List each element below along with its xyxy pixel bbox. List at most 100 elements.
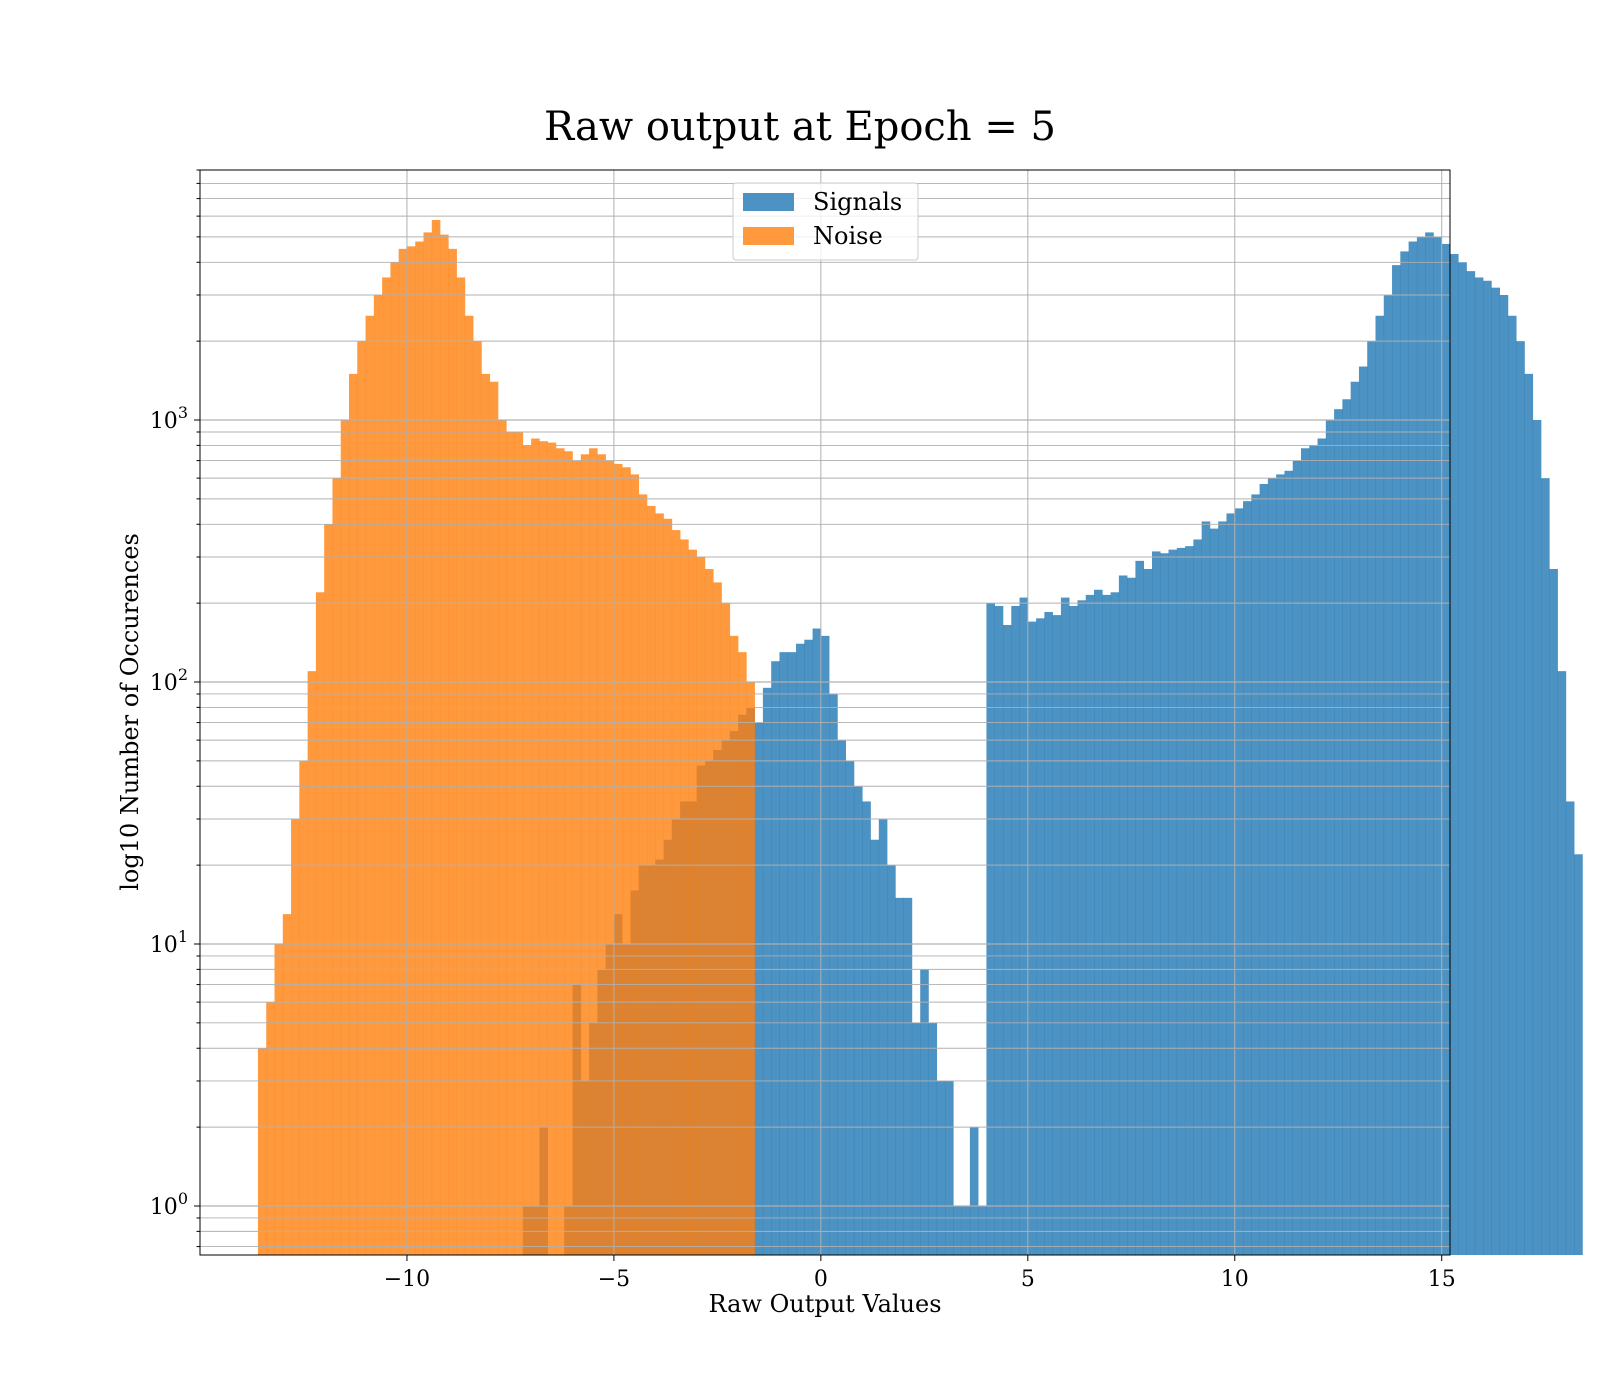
bar-signals: [1060, 597, 1070, 1255]
bar-signals: [1425, 232, 1434, 1256]
bar-signals: [1085, 594, 1095, 1255]
bar-signals: [1143, 568, 1153, 1255]
bar-noise: [332, 478, 342, 1255]
bar-signals: [1151, 551, 1161, 1255]
bar-signals: [1094, 589, 1103, 1255]
plot-frame: [199, 169, 1451, 1256]
bar-signals: [1019, 597, 1029, 1255]
bar-noise: [257, 1048, 267, 1255]
bar-signals: [903, 897, 913, 1255]
bar-noise: [415, 241, 424, 1255]
bar-signals: [895, 897, 904, 1255]
bar-noise: [291, 818, 300, 1255]
bar-signals: [1077, 600, 1087, 1255]
x-tick-label: 10: [1221, 1267, 1249, 1292]
bar-signals: [953, 1205, 962, 1255]
bar-signals: [1309, 445, 1318, 1255]
bar-noise: [572, 460, 582, 1256]
bar-noise: [440, 234, 449, 1255]
x-tick-label: 0: [814, 1267, 828, 1292]
bar-noise: [324, 524, 333, 1255]
bar-signals: [1466, 271, 1476, 1255]
bar-signals: [961, 1205, 971, 1255]
bar-signals: [1027, 621, 1037, 1255]
bar-noise: [555, 448, 565, 1255]
bar-signals: [1300, 448, 1310, 1255]
bar-noise: [431, 219, 441, 1256]
bar-signals: [1375, 315, 1385, 1255]
bar-signals: [1350, 381, 1360, 1256]
bar-noise: [340, 420, 350, 1255]
bar-noise: [539, 441, 548, 1256]
bar-signals: [1400, 251, 1409, 1256]
bar-signals: [1317, 438, 1327, 1255]
bar-signals: [1516, 341, 1525, 1255]
bar-signals: [771, 661, 780, 1255]
bar-signals: [928, 1022, 938, 1255]
bar-signals: [870, 839, 880, 1255]
bar-noise: [315, 592, 325, 1255]
bar-signals: [812, 628, 822, 1255]
x-tick-label: 5: [1021, 1267, 1035, 1292]
bar-signals: [1524, 373, 1534, 1255]
bar-signals: [911, 1022, 921, 1255]
bar-signals: [1532, 420, 1542, 1255]
bar-noise: [547, 442, 557, 1256]
bar-noise: [464, 315, 474, 1255]
bar-noise: [365, 315, 375, 1255]
bar-signals: [1160, 553, 1169, 1255]
bar-signals: [820, 635, 830, 1255]
bar-noise: [597, 454, 606, 1255]
bar-signals: [1549, 568, 1558, 1255]
bar-signals: [986, 603, 995, 1255]
bar-noise: [274, 943, 284, 1255]
bar-noise: [522, 445, 532, 1255]
y-tick-label: 101: [150, 927, 188, 958]
x-tick-label: −10: [384, 1267, 430, 1292]
bar-noise: [349, 373, 358, 1255]
bar-signals: [1102, 594, 1111, 1255]
bar-signals: [862, 801, 871, 1255]
bar-signals: [1557, 671, 1567, 1255]
bar-signals: [1433, 236, 1443, 1255]
bar-signals: [936, 1080, 946, 1255]
bar-signals: [1036, 618, 1045, 1255]
bar-signals: [1127, 577, 1136, 1255]
y-axis-label: log10 Number of Occurences: [116, 533, 144, 891]
bar-signals: [1185, 546, 1194, 1255]
bar-noise: [473, 341, 482, 1255]
bar-noise: [456, 277, 466, 1256]
bar-noise: [398, 248, 408, 1255]
bar-noise: [564, 451, 573, 1256]
bar-signals: [845, 760, 855, 1255]
bar-signals: [945, 1080, 954, 1255]
bar-noise: [721, 603, 731, 1255]
ticks-layer: −10 −5 0 5 10 15 100 101 102 103: [150, 169, 1456, 1292]
legend-label-signals: Signals: [813, 188, 902, 216]
bar-noise: [481, 373, 491, 1255]
bar-signals: [969, 1127, 979, 1255]
bar-signals: [1234, 508, 1244, 1255]
bar-signals: [1334, 409, 1343, 1255]
bar-noise: [498, 420, 507, 1255]
bar-signals: [1450, 254, 1459, 1256]
bar-signals: [1011, 606, 1020, 1255]
bar-signals: [1499, 295, 1509, 1255]
bar-signals: [1251, 494, 1260, 1255]
bar-noise: [489, 381, 499, 1256]
bar-noise: [671, 530, 681, 1255]
bar-noise: [266, 1002, 275, 1255]
bar-noise: [299, 760, 308, 1255]
bar-noise: [638, 494, 648, 1255]
bar-signals: [1193, 539, 1202, 1255]
bar-signals: [804, 639, 813, 1255]
bar-signals: [1483, 280, 1492, 1255]
bar-signals: [1243, 501, 1252, 1255]
chart-title: Raw output at Epoch = 5: [544, 104, 1056, 150]
bar-signals: [1069, 606, 1078, 1255]
bar-signals: [779, 652, 789, 1255]
bar-noise: [514, 431, 524, 1255]
y-tick-label: 100: [150, 1189, 188, 1220]
bar-signals: [1416, 236, 1426, 1255]
